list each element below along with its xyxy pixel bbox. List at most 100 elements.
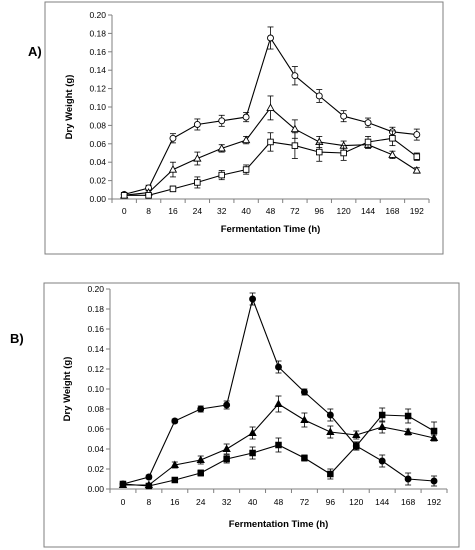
data-point-triangle	[352, 430, 361, 439]
data-point-triangle	[222, 444, 231, 453]
x-tick-label: 40	[248, 497, 258, 507]
x-tick-label: 16	[168, 206, 178, 216]
data-point-triangle	[274, 399, 283, 408]
data-point-square	[404, 412, 412, 420]
data-point-circle	[430, 477, 438, 485]
y-tick-label: 0.12	[87, 364, 104, 374]
y-tick-label: 0.16	[87, 324, 104, 334]
y-tick-label: 0.02	[87, 464, 104, 474]
x-tick-label: 96	[315, 206, 325, 216]
data-point-circle	[193, 121, 201, 128]
data-point-triangle	[170, 460, 179, 469]
x-tick-label: 8	[146, 206, 151, 216]
data-point-square	[291, 142, 299, 149]
data-point-triangle	[193, 153, 202, 162]
data-point-triangle	[300, 415, 309, 424]
data-point-square	[340, 149, 347, 157]
data-point-square	[218, 171, 225, 179]
data-point-circle	[364, 119, 372, 127]
data-point-square	[169, 185, 177, 193]
y-tick-label: 0.02	[89, 176, 106, 186]
x-tick-label: 24	[193, 206, 203, 216]
x-tick-label: 8	[147, 497, 152, 507]
x-tick-label: 72	[300, 497, 310, 507]
data-point-square	[413, 153, 421, 160]
data-point-square	[430, 427, 438, 435]
y-axis-title: Dry Weight (g)	[62, 357, 73, 422]
data-point-triangle	[241, 135, 251, 144]
data-point-square	[267, 138, 274, 146]
y-tick-label: 0.18	[87, 304, 104, 314]
x-tick-label: 32	[217, 206, 227, 216]
data-point-circle	[340, 112, 348, 120]
data-point-triangle	[388, 150, 397, 158]
data-point-triangle	[290, 124, 300, 133]
data-point-square	[120, 192, 128, 199]
chart-b: 0.00 0.02 0.04 0.06 0.08 0.10 0.12 0.14 0.16 0.18…	[62, 284, 448, 530]
data-point-triangle	[196, 455, 205, 464]
x-tick-label: 72	[290, 206, 300, 216]
data-point-square	[171, 476, 179, 484]
data-point-circle	[218, 117, 226, 125]
chart-a-frame	[44, 1, 444, 255]
y-tick-label: 0.14	[87, 344, 104, 354]
x-tick-label: 32	[222, 497, 232, 507]
y-tick-label: 0.04	[87, 444, 104, 454]
x-tick-label: 168	[401, 497, 415, 507]
data-point-circle	[249, 295, 257, 303]
data-point-square	[223, 455, 230, 463]
x-axis-title: Fermentation Time (h)	[229, 519, 329, 530]
x-tick-label: 0	[122, 206, 127, 216]
chart-b-frame	[43, 282, 460, 548]
y-tick-label: 0.14	[89, 65, 106, 75]
y-tick-label: 0.18	[89, 28, 106, 38]
data-point-square	[316, 148, 323, 156]
y-tick-label: 0.00	[89, 194, 106, 204]
data-point-circle	[413, 131, 421, 139]
data-point-circle	[171, 417, 179, 425]
data-point-square	[389, 135, 396, 142]
data-point-circle	[267, 34, 274, 42]
data-point-circle	[197, 405, 205, 413]
x-tick-label: 120	[349, 497, 363, 507]
data-point-square	[194, 179, 201, 186]
y-tick-label: 0.20	[89, 10, 106, 20]
y-tick-label: 0.04	[89, 157, 106, 167]
x-tick-label: 192	[427, 497, 441, 507]
data-point-circle	[275, 363, 282, 371]
y-tick-label: 0.10	[87, 384, 104, 394]
data-point-circle	[223, 401, 231, 409]
y-tick-label: 0.20	[87, 284, 104, 294]
x-tick-label: 24	[196, 497, 206, 507]
data-point-circle	[326, 411, 334, 419]
panel-label-a: A)	[28, 44, 42, 59]
data-point-triangle	[378, 422, 387, 431]
x-axis-title: Fermentation Time (h)	[221, 224, 321, 235]
y-tick-label: 0.10	[89, 102, 106, 112]
y-tick-label: 0.00	[87, 484, 104, 494]
data-point-circle	[404, 475, 412, 483]
data-point-square	[275, 441, 282, 449]
data-point-square	[145, 482, 153, 490]
data-point-triangle	[248, 428, 257, 437]
x-tick-label: 168	[385, 206, 399, 216]
x-tick-label: 96	[326, 497, 336, 507]
y-tick-label: 0.16	[89, 47, 106, 57]
y-axis-title: Dry Weight (g)	[64, 75, 75, 140]
data-point-square	[197, 469, 204, 477]
y-tick-label: 0.06	[87, 424, 104, 434]
data-point-square	[378, 411, 386, 419]
y-tick-label: 0.06	[89, 139, 106, 149]
x-tick-label: 120	[337, 206, 351, 216]
x-tick-label: 192	[410, 206, 424, 216]
chart-a: 0.00 0.02 0.04 0.06 0.08 0.10 0.12 0.14 0.16 0.18…	[64, 10, 430, 235]
x-tick-label: 40	[241, 206, 251, 216]
y-tick-label: 0.08	[89, 120, 106, 130]
x-tick-label: 0	[121, 497, 126, 507]
data-point-triangle	[266, 103, 275, 111]
data-point-square	[249, 449, 256, 457]
x-tick-label: 144	[361, 206, 375, 216]
data-point-circle	[242, 113, 250, 121]
data-point-circle	[378, 457, 386, 465]
panel-label-b: B)	[10, 331, 24, 346]
